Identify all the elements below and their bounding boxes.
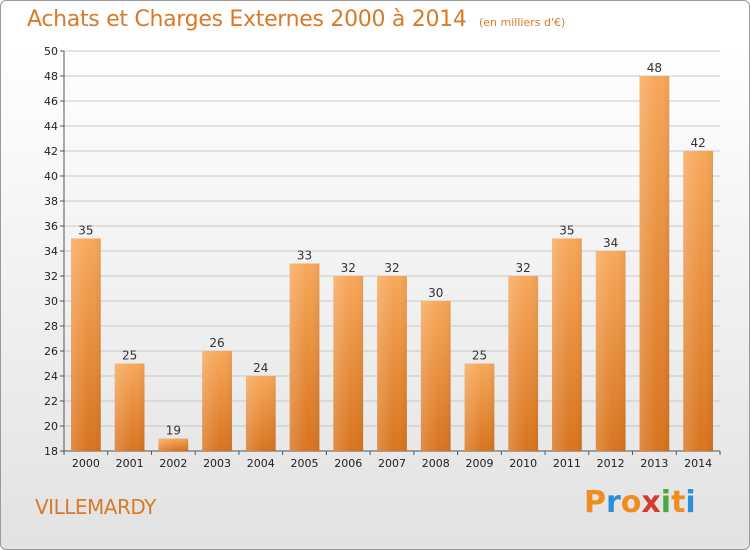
x-tick-label: 2002 xyxy=(159,457,187,470)
y-tick-label: 42 xyxy=(44,145,58,158)
data-label: 32 xyxy=(341,261,356,275)
bar-highlight xyxy=(464,363,495,451)
x-tick-label: 2000 xyxy=(72,457,100,470)
bar-highlight xyxy=(245,376,276,451)
proxiti-logo: Proxiti xyxy=(584,485,696,520)
y-tick-label: 18 xyxy=(44,445,58,458)
y-tick-label: 32 xyxy=(44,270,58,283)
x-tick-label: 2008 xyxy=(422,457,450,470)
place-name: VILLEMARDY xyxy=(35,495,156,519)
bar-highlight xyxy=(683,151,714,451)
logo-letter: t xyxy=(671,485,686,520)
y-tick-label: 38 xyxy=(44,195,58,208)
y-tick-label: 46 xyxy=(44,95,58,108)
bar-highlight xyxy=(333,276,364,451)
bar-highlight xyxy=(289,263,320,451)
y-tick-label: 20 xyxy=(44,420,58,433)
bar-highlight xyxy=(202,351,232,451)
data-label: 30 xyxy=(428,286,443,300)
x-tick-label: 2011 xyxy=(553,457,581,470)
y-tick-label: 24 xyxy=(44,370,58,383)
data-label: 33 xyxy=(297,249,312,263)
y-tick-label: 22 xyxy=(44,395,58,408)
chart-title-row: Achats et Charges Externes 2000 à 2014 (… xyxy=(27,7,565,32)
y-tick-label: 48 xyxy=(44,70,58,83)
bar-highlight xyxy=(508,276,539,451)
data-label: 25 xyxy=(122,349,137,363)
y-tick-label: 44 xyxy=(44,120,58,133)
data-label: 32 xyxy=(516,261,531,275)
x-tick-label: 2007 xyxy=(378,457,406,470)
data-label: 26 xyxy=(209,336,224,350)
x-tick-label: 2001 xyxy=(116,457,144,470)
y-tick-label: 26 xyxy=(44,345,58,358)
x-tick-label: 2013 xyxy=(640,457,668,470)
data-label: 24 xyxy=(253,361,268,375)
x-tick-label: 2014 xyxy=(684,457,712,470)
bar-highlight xyxy=(70,238,101,451)
x-tick-label: 2005 xyxy=(291,457,319,470)
logo-letter: P xyxy=(584,485,606,520)
y-tick-label: 30 xyxy=(44,295,58,308)
logo-letter: r xyxy=(606,485,621,520)
data-label: 48 xyxy=(647,61,662,75)
data-label: 35 xyxy=(78,224,93,238)
data-label: 34 xyxy=(603,236,618,250)
y-tick-label: 34 xyxy=(44,245,58,258)
x-tick-label: 2003 xyxy=(203,457,231,470)
x-tick-label: 2009 xyxy=(465,457,493,470)
y-tick-label: 40 xyxy=(44,170,58,183)
logo-letter: i xyxy=(685,485,696,520)
logo-letter: x xyxy=(641,485,661,520)
bar-highlight xyxy=(639,76,670,451)
bar-highlight xyxy=(158,438,189,451)
chart-unit-subtitle: (en milliers d'€) xyxy=(479,16,566,29)
x-tick-label: 2010 xyxy=(509,457,537,470)
logo-letter: i xyxy=(660,485,672,520)
bar-highlight xyxy=(377,276,407,451)
data-label: 19 xyxy=(166,424,181,438)
bar-highlight xyxy=(552,238,582,451)
x-tick-label: 2004 xyxy=(247,457,275,470)
bar-highlight xyxy=(420,301,451,451)
bar-highlight xyxy=(595,251,626,451)
data-label: 42 xyxy=(690,136,705,150)
data-label: 32 xyxy=(384,261,399,275)
chart-title: Achats et Charges Externes 2000 à 2014 xyxy=(27,7,467,32)
y-tick-label: 28 xyxy=(44,320,58,333)
data-label: 25 xyxy=(472,349,487,363)
bar-highlight xyxy=(114,363,145,451)
y-tick-label: 50 xyxy=(44,45,58,58)
x-tick-label: 2006 xyxy=(334,457,362,470)
x-tick-label: 2012 xyxy=(597,457,625,470)
data-label: 35 xyxy=(559,224,574,238)
logo-letter: o xyxy=(620,485,642,520)
y-tick-label: 36 xyxy=(44,220,58,233)
